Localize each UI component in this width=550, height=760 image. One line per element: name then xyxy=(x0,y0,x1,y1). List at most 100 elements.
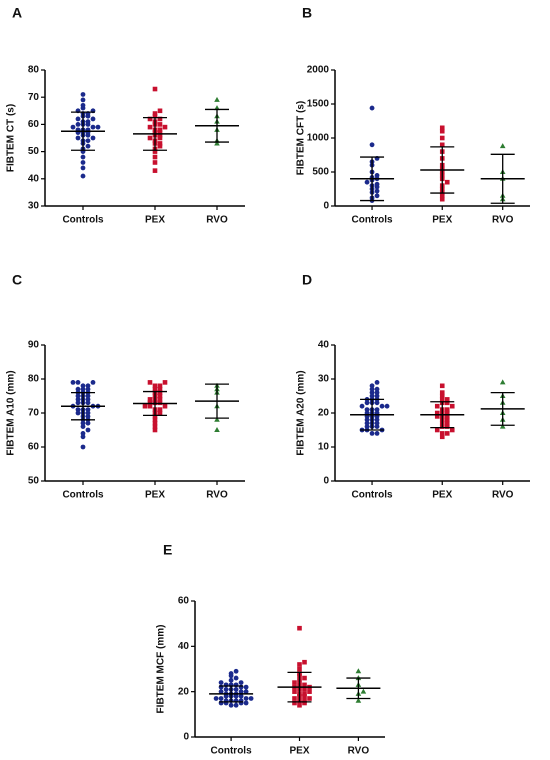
point xyxy=(80,160,86,165)
point xyxy=(374,173,380,178)
point xyxy=(152,427,158,433)
y-tick-label: 0 xyxy=(183,732,189,743)
point xyxy=(297,666,302,672)
y-tick-label: 70 xyxy=(28,408,40,419)
point xyxy=(80,97,86,103)
point xyxy=(302,698,307,704)
point xyxy=(434,403,440,409)
point xyxy=(364,407,370,412)
point xyxy=(499,143,506,149)
point xyxy=(292,696,297,701)
point xyxy=(374,193,380,199)
point xyxy=(292,700,297,706)
point xyxy=(218,680,224,685)
point xyxy=(302,659,307,665)
point xyxy=(157,132,163,138)
point xyxy=(369,105,375,111)
point xyxy=(439,128,445,134)
point xyxy=(434,414,440,419)
x-tick-label: RVO xyxy=(348,746,370,757)
point xyxy=(75,393,81,399)
point xyxy=(374,420,380,426)
x-tick-label: RVO xyxy=(206,490,228,501)
point xyxy=(434,410,440,416)
point xyxy=(369,386,375,392)
point xyxy=(444,179,450,185)
x-tick-label: Controls xyxy=(62,215,104,226)
y-tick-label: 40 xyxy=(178,641,190,652)
y-axis-label: FIBTEM CT (s) xyxy=(6,104,17,172)
point xyxy=(238,693,244,699)
x-tick-label: Controls xyxy=(351,215,393,226)
point xyxy=(369,383,375,389)
point xyxy=(157,407,163,412)
point xyxy=(214,416,220,422)
point xyxy=(364,417,370,423)
point xyxy=(85,400,91,406)
point xyxy=(439,397,445,402)
y-tick-label: 80 xyxy=(28,65,40,76)
point xyxy=(364,420,370,426)
point xyxy=(238,680,244,685)
point xyxy=(152,420,158,426)
point xyxy=(307,696,312,701)
point xyxy=(80,444,86,450)
point xyxy=(75,116,81,122)
point xyxy=(374,386,380,392)
point xyxy=(444,407,450,412)
point xyxy=(243,684,249,690)
point xyxy=(152,111,158,116)
y-tick-label: 90 xyxy=(28,340,40,351)
point xyxy=(374,393,380,399)
y-tick-label: 1000 xyxy=(307,133,330,144)
point xyxy=(439,193,445,199)
point xyxy=(439,135,445,141)
point xyxy=(75,135,81,141)
point xyxy=(214,427,220,432)
point xyxy=(85,393,91,399)
point xyxy=(70,124,76,130)
point xyxy=(85,407,91,412)
point xyxy=(374,181,380,187)
point xyxy=(85,427,91,433)
point xyxy=(364,424,370,429)
point xyxy=(85,119,91,125)
point xyxy=(147,124,153,130)
point xyxy=(152,113,158,119)
point xyxy=(218,689,224,695)
point xyxy=(85,414,91,419)
y-tick-label: 70 xyxy=(28,92,40,103)
point xyxy=(80,102,86,108)
x-tick-label: RVO xyxy=(492,490,514,501)
point xyxy=(142,403,148,409)
point xyxy=(80,424,86,429)
point xyxy=(75,122,81,127)
point xyxy=(434,427,440,433)
point xyxy=(297,625,302,631)
point xyxy=(439,196,445,202)
x-tick-label: RVO xyxy=(492,215,514,226)
point xyxy=(157,393,163,399)
point xyxy=(157,135,163,141)
point xyxy=(444,400,450,406)
point xyxy=(157,116,163,122)
point xyxy=(75,407,81,412)
point xyxy=(80,173,86,179)
panel-label: A xyxy=(12,5,22,21)
x-tick-label: PEX xyxy=(145,215,165,226)
point xyxy=(80,92,86,97)
point xyxy=(364,400,370,406)
point xyxy=(152,414,158,419)
point xyxy=(214,96,220,102)
point xyxy=(374,400,380,406)
point xyxy=(75,410,81,416)
point xyxy=(302,682,307,688)
point xyxy=(147,135,153,141)
point xyxy=(75,386,81,392)
y-tick-label: 80 xyxy=(28,374,40,385)
point xyxy=(444,397,450,402)
y-tick-label: 2000 xyxy=(307,65,330,76)
point xyxy=(90,380,96,385)
point xyxy=(157,130,163,135)
